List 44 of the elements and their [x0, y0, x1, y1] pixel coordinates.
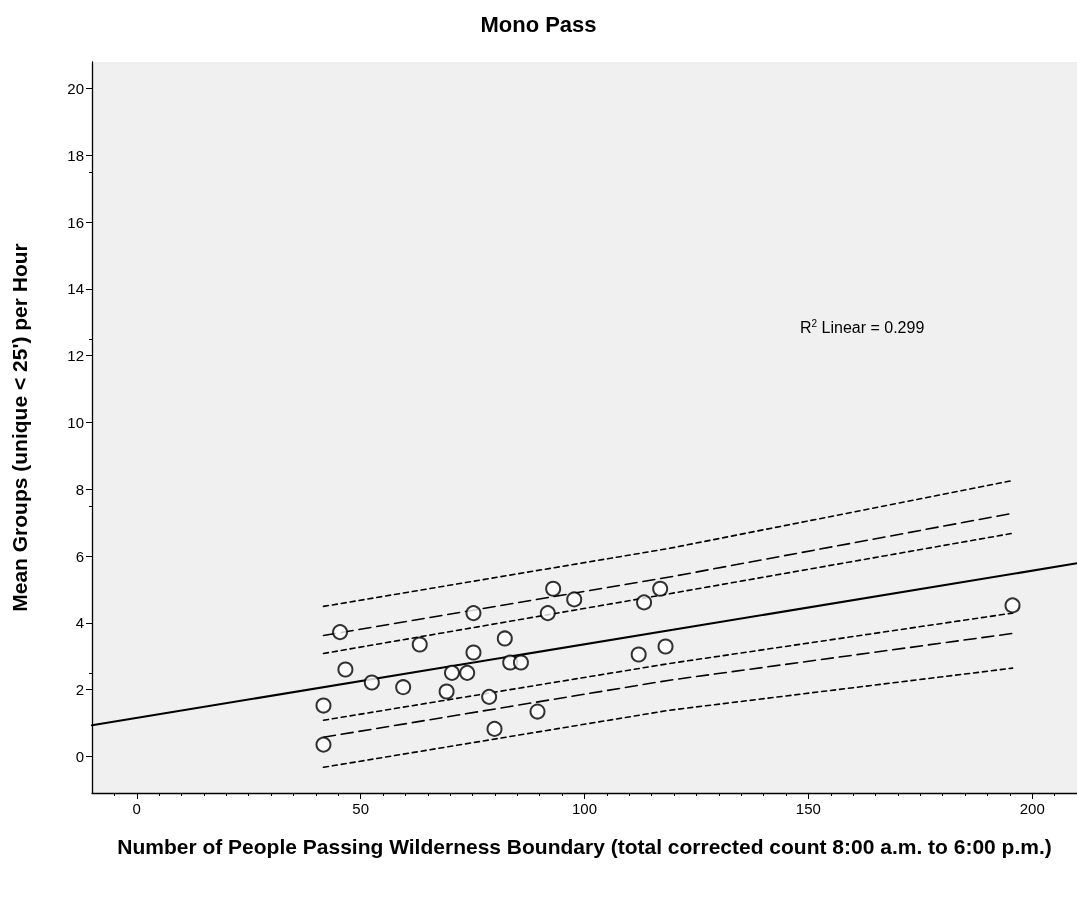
point — [443, 664, 460, 681]
point — [566, 591, 583, 608]
y-tick-label: 4 — [75, 614, 84, 632]
point — [486, 720, 503, 737]
point — [630, 646, 647, 663]
y-tick-label: 2 — [75, 681, 84, 699]
point — [636, 594, 653, 611]
point — [332, 624, 349, 641]
point — [315, 697, 332, 714]
chart-title: Mono Pass — [480, 11, 597, 37]
x-tick-label: 150 — [795, 800, 821, 817]
point — [1004, 597, 1021, 614]
point — [496, 630, 513, 647]
y-tick-label: 8 — [75, 480, 84, 498]
point — [539, 605, 556, 622]
y-axis-title: Mean Groups (unique < 25') per Hour — [7, 243, 31, 612]
y-tick-label: 10 — [67, 413, 84, 431]
point — [529, 703, 546, 720]
y-tick-label: 16 — [67, 213, 84, 231]
point — [512, 654, 529, 671]
point — [315, 736, 332, 753]
point — [481, 688, 498, 705]
y-tick-label: 12 — [67, 347, 84, 365]
point — [465, 644, 482, 661]
x-tick-label: 100 — [571, 800, 598, 817]
y-tick-label: 20 — [67, 80, 84, 98]
y-tick-label: 6 — [75, 547, 84, 565]
point — [545, 580, 562, 597]
x-tick-label: 50 — [352, 800, 369, 817]
point — [459, 664, 476, 681]
point — [465, 605, 482, 622]
y-tick-label: 0 — [75, 747, 84, 765]
point — [337, 661, 354, 678]
y-tick-label: 14 — [67, 280, 84, 298]
point — [438, 683, 455, 700]
x-tick-label: 0 — [132, 800, 141, 817]
point — [652, 580, 669, 597]
point — [657, 638, 674, 655]
point — [411, 636, 428, 653]
point — [395, 679, 412, 696]
x-tick-label: 200 — [1019, 800, 1045, 817]
y-tick-label: 18 — [67, 146, 84, 164]
point — [363, 674, 380, 691]
x-axis-title: Number of People Passing Wilderness Boundary (total corrected count 8:00 a.m. to 6:00 p.m.) — [117, 834, 1052, 858]
